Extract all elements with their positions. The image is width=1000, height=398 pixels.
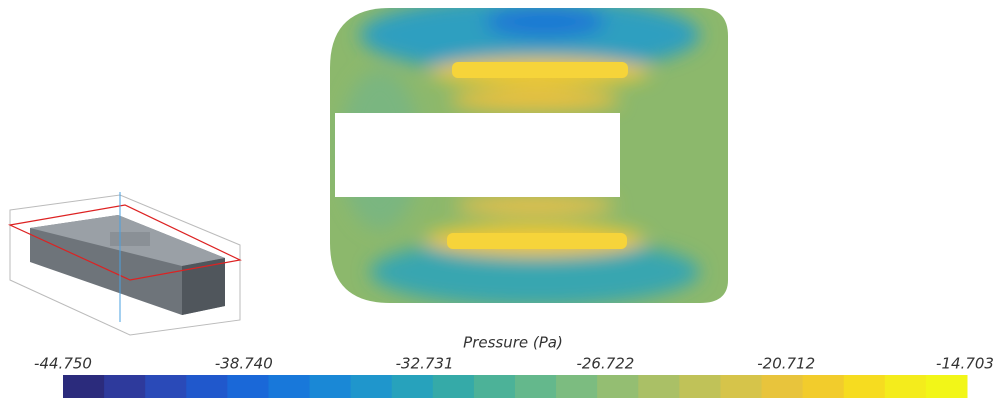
colorbar-tick-label: -14.703 [936,355,994,373]
colorbar-segment [885,375,927,398]
cutout [335,113,620,197]
colorbar-segment [351,375,393,398]
colorbar-segment [803,375,845,398]
colorbar-segment [844,375,886,398]
colorbar-segment [433,375,475,398]
colorbar-segment [638,375,680,398]
colorbar-segment [227,375,269,398]
colorbar-tick-label: -44.750 [34,355,92,373]
colorbar-segment [63,375,105,398]
colorbar-segment [556,375,598,398]
colorbar-segment [186,375,228,398]
colorbar-segment [310,375,352,398]
colorbar-segment [104,375,146,398]
bus-model [10,192,240,335]
colorbar-tick-label: -26.722 [576,355,634,373]
colorbar-tick-label: -38.740 [215,355,273,373]
colorbar-segment [926,375,968,398]
colorbar-segment [474,375,516,398]
colorbar-segment [268,375,310,398]
colorbar-segment [392,375,434,398]
viewport: Pressure (Pa) -44.750 -38.740 -32.731 -26.7… [0,0,1000,398]
colorbar-segment [762,375,804,398]
colorbar-segment [145,375,187,398]
colorbar-segment [597,375,639,398]
colorbar-title: Pressure (Pa) [463,334,563,352]
colorbar-tick-label: -32.731 [396,355,454,373]
colorbar-segment [720,375,762,398]
colorbar-segment [679,375,721,398]
colorbar-tick-label: -20.712 [757,355,815,373]
colorbar-segment [515,375,557,398]
